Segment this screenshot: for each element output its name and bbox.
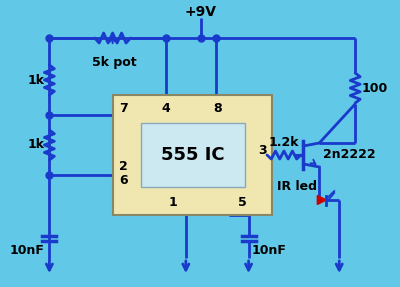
Text: 6: 6 [119,174,127,187]
Text: 555 IC: 555 IC [161,146,225,164]
Text: 1.2k: 1.2k [269,137,299,150]
Text: 3: 3 [258,144,267,156]
Text: 2n2222: 2n2222 [323,148,376,162]
Text: 5: 5 [238,197,247,210]
Bar [141,123,245,187]
Bar [113,95,272,215]
Text: +9V: +9V [185,5,217,19]
Text: IR led: IR led [277,179,317,193]
Polygon shape [317,195,326,205]
Text: 8: 8 [213,102,222,115]
Text: 10nF: 10nF [10,243,44,257]
Text: 5k pot: 5k pot [92,56,137,69]
Text: 1k: 1k [27,139,44,152]
Text: 4: 4 [162,102,170,115]
Text: 7: 7 [119,102,128,115]
Text: 2: 2 [119,160,128,174]
Text: 1k: 1k [27,73,44,86]
Text: 1: 1 [168,197,177,210]
Text: 10nF: 10nF [252,243,286,257]
Text: 100: 100 [361,82,388,94]
